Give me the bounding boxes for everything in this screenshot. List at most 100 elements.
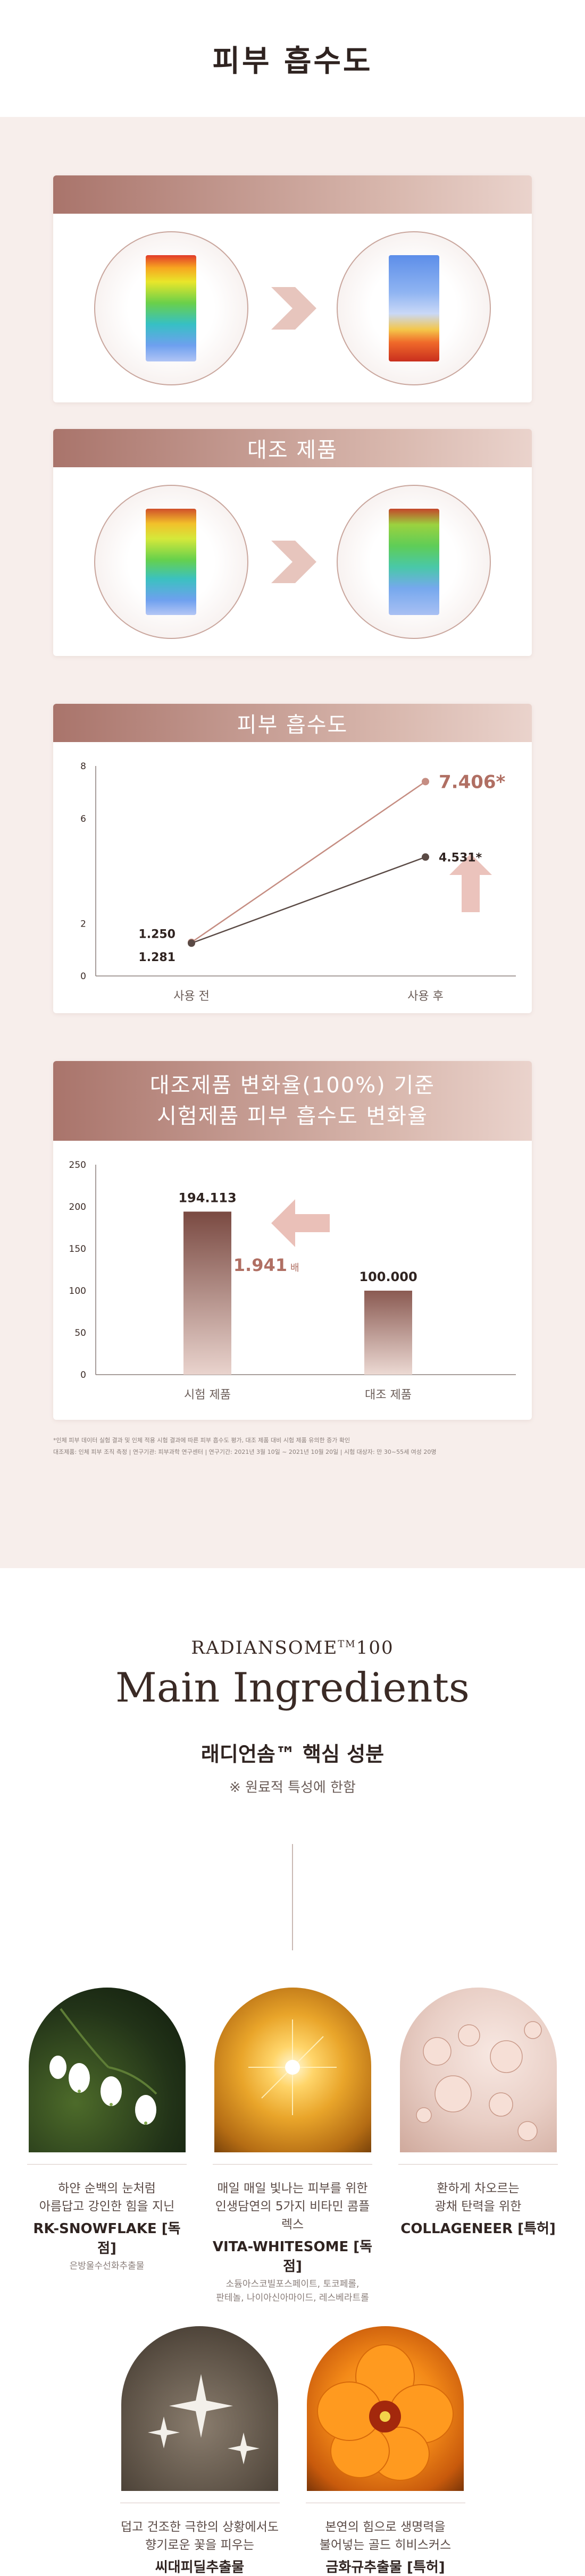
series-line — [191, 781, 426, 943]
ingredient-name: 씨대피딜추출물 — [155, 2560, 245, 2575]
y-tick-label: 6 — [80, 814, 86, 824]
footnote: *인체 피부 데이터 실험 결과 및 인체 적용 시험 결과에 따른 피부 흡수… — [53, 1435, 532, 1458]
scan-heatmap-after — [388, 508, 439, 615]
ingredient-desc-2: 광채 탄력을 위한 — [434, 2200, 522, 2213]
data-point — [188, 939, 195, 947]
footnote-line2: 대조제품: 인체 피부 조직 측정 | 연구기관: 피부과학 연구센터 | 연구… — [53, 1449, 437, 1455]
bubbles-illustration — [415, 2021, 542, 2141]
data-label: 4.531* — [439, 851, 482, 864]
ratio-label: 1.941 — [233, 1255, 287, 1275]
vitamin-gold-image — [214, 1988, 371, 2152]
x-tick-label: 사용 전 — [173, 990, 210, 1003]
series-line — [191, 856, 426, 944]
scan-circle-before — [94, 231, 248, 385]
data-label: 194.113 — [178, 1190, 236, 1205]
page-title: 피부 흡수도 — [212, 44, 373, 79]
line-chart-header: 피부 흡수도 — [53, 704, 532, 742]
results-band: 대조 제품 피부 흡수도 0 2 6 8 사용 전 사용 후 1.281 7.406* 1.25… — [0, 117, 585, 1568]
data-point — [422, 853, 429, 861]
x-tick-label: 시험 제품 — [184, 1388, 231, 1402]
star-flower-illustration — [148, 2374, 260, 2464]
snowdrop-illustration — [49, 2008, 157, 2125]
left-arrow-icon — [271, 1199, 330, 1247]
y-tick-label: 100 — [69, 1286, 86, 1297]
ingredient-desc-1: 매일 매일 빛나는 피부를 위한 — [217, 2182, 368, 2195]
ingredient-card: 하얀 순백의 눈처럼 아름답고 강인한 힘을 지닌 RK-SNOWFLAKE [… — [26, 1988, 188, 2305]
ingredient-name: COLLAGENEER [특허] — [400, 2221, 556, 2237]
scan-circle-after — [337, 484, 491, 639]
ingredient-name: RK-SNOWFLAKE [독점] — [33, 2221, 181, 2257]
y-tick-label: 0 — [80, 1370, 86, 1380]
ingredient-desc-1: 본연의 힘으로 생명력을 — [325, 2520, 446, 2534]
ingredient-desc-1: 환하게 차오르는 — [437, 2182, 520, 2195]
ingredient-card: 환하게 차오르는 광채 탄력을 위한 COLLAGENEER [특허] — [397, 1988, 559, 2305]
y-tick-label: 0 — [80, 971, 86, 982]
ingredient-name: VITA-WHITESOME [독점] — [212, 2239, 373, 2275]
snowflake-flower-image — [28, 1988, 186, 2152]
arrow-right-icon — [271, 287, 316, 330]
x-tick-label: 대조 제품 — [365, 1388, 412, 1402]
ingredient-desc-2: 인생담연의 5가지 비타민 콤플렉스 — [215, 2200, 370, 2232]
pearl-bubbles-image — [399, 1988, 557, 2152]
scan-circle-after — [337, 231, 491, 385]
ingredient-desc-1: 덥고 건조한 극한의 상황에서도 — [120, 2520, 279, 2534]
scan-card-header — [53, 175, 532, 214]
bar-chart-title-line2: 시험제품 피부 흡수도 변화율 — [157, 1104, 428, 1129]
ingredient-desc-2: 아름답고 강인한 힘을 지닌 — [39, 2200, 175, 2213]
ingredient-sub-2: 판테놀, 나이아신아마이드, 레스베라트롤 — [216, 2293, 369, 2303]
ingredients-section: RADIANSOMETM100 Main Ingredients 래디언솜™ 핵… — [0, 1637, 585, 2576]
y-tick-label: 2 — [80, 919, 86, 929]
scan-heatmap-before — [146, 508, 197, 615]
scan-heatmap-after — [388, 255, 439, 361]
up-arrow-icon — [449, 854, 492, 912]
brand-text: RADIANSOME — [191, 1637, 338, 1659]
section-subheading: 래디언솜™ 핵심 성분 — [200, 1742, 385, 1766]
bar — [183, 1211, 231, 1375]
ingredient-row-2: 덥고 건조한 극한의 상황에서도 향기로운 꽃을 피우는 씨대피딜추출물 본연의… — [0, 2326, 585, 2576]
brand-name: RADIANSOMETM100 — [0, 1637, 585, 1659]
scan-circle-before — [94, 484, 248, 639]
bar-chart-header: 대조제품 변화율(100%) 기준 시험제품 피부 흡수도 변화율 — [53, 1061, 532, 1141]
scan-card-control: 대조 제품 — [53, 429, 532, 656]
bar — [364, 1291, 412, 1375]
ingredient-divider — [213, 2164, 372, 2165]
ingredient-desc-1: 하얀 순백의 눈처럼 — [58, 2182, 156, 2195]
absorption-line-chart: 0 2 6 8 사용 전 사용 후 1.281 7.406* 1.250 4.531* — [80, 761, 516, 1003]
ingredient-divider — [398, 2164, 558, 2165]
hibiscus-illustration — [317, 2344, 454, 2481]
absorption-bar-chart: 0 50 100 150 200 250 194.113 시험 제품 100.000 대조 제품 1… — [69, 1160, 516, 1402]
bar-chart-title-line1: 대조제품 변화율(100%) 기준 — [149, 1073, 436, 1098]
y-tick-label: 150 — [69, 1244, 86, 1255]
bar-chart-card: 대조제품 변화율(100%) 기준 시험제품 피부 흡수도 변화율 0 50 100… — [53, 1061, 532, 1420]
arrow-right-icon — [271, 540, 316, 583]
hibiscus-image — [307, 2326, 464, 2491]
data-label: 1.281 — [138, 951, 176, 964]
ingredient-card: 덥고 건조한 극한의 상황에서도 향기로운 꽃을 피우는 씨대피딜추출물 — [119, 2326, 281, 2576]
ingredient-name: 금화규추출물 [특허] — [325, 2560, 445, 2575]
ingredient-card: 본연의 힘으로 생명력을 불어넣는 골드 히비스커스 금화규추출물 [특허] — [304, 2326, 466, 2576]
data-label: 1.250 — [138, 928, 176, 941]
sparkle-illustration — [248, 2019, 337, 2115]
y-tick-label: 200 — [69, 1202, 86, 1213]
ingredient-sub: 소듐아스코빌포스페이트, 토코페롤, — [225, 2279, 360, 2289]
ingredient-divider — [27, 2164, 187, 2165]
divider-line — [292, 1844, 293, 1950]
white-flower-image — [121, 2326, 278, 2491]
scan-card-header: 대조 제품 — [53, 429, 532, 467]
ingredient-desc-2: 향기로운 꽃을 피우는 — [145, 2538, 255, 2552]
section-note: ※ 원료적 특성에 한함 — [229, 1780, 356, 1796]
brand-tm: TM — [338, 1638, 356, 1650]
scan-heatmap-before — [146, 255, 197, 361]
data-label: 7.406* — [439, 771, 506, 793]
scan-card-test — [53, 175, 532, 402]
ratio-unit: 배 — [290, 1262, 299, 1274]
y-tick-label: 8 — [80, 761, 86, 772]
y-tick-label: 250 — [69, 1160, 86, 1171]
x-tick-label: 사용 후 — [407, 990, 444, 1003]
section-heading: Main Ingredients — [115, 1664, 470, 1711]
ingredient-card: 매일 매일 빛나는 피부를 위한 인생담연의 5가지 비타민 콤플렉스 VITA… — [212, 1988, 374, 2305]
line-chart-card: 피부 흡수도 0 2 6 8 사용 전 사용 후 1.281 7.406* 1.250 4.531… — [53, 704, 532, 1013]
data-point — [422, 778, 429, 786]
y-tick-label: 50 — [74, 1328, 86, 1338]
ingredient-desc-2: 불어넣는 골드 히비스커스 — [319, 2538, 452, 2552]
